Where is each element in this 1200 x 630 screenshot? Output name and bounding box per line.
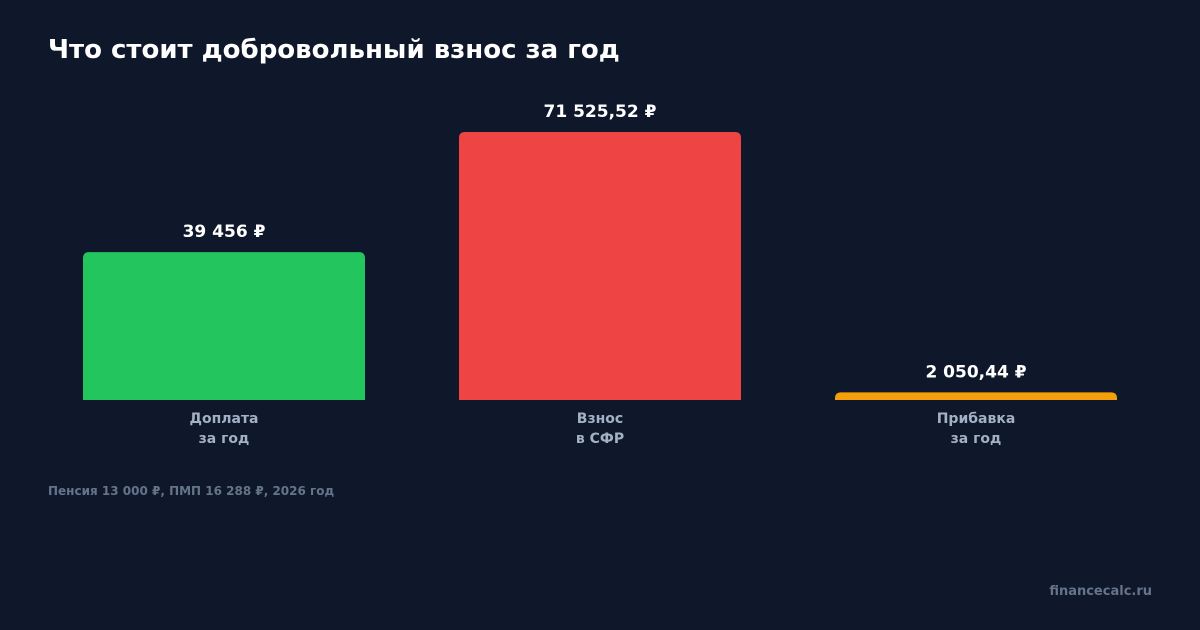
bar: [459, 132, 741, 400]
value-label: 71 525,52 ₽: [544, 102, 657, 122]
value-label: 39 456 ₽: [183, 222, 266, 242]
bar: [835, 392, 1117, 400]
x-tick-label: Прибавка за год: [936, 411, 1016, 447]
x-tick-label: Взнос в СФР: [575, 411, 625, 447]
note: Пенсия 13 000 ₽, ПМП 16 288 ₽, 2026 год: [48, 484, 335, 498]
watermark: financecalc.ru: [1049, 584, 1152, 599]
value-label: 2 050,44 ₽: [925, 362, 1026, 382]
bar: [83, 252, 365, 400]
chart-title: Что стоит добровольный взнос за год: [48, 35, 620, 65]
x-tick-label: Доплата за год: [189, 411, 259, 447]
